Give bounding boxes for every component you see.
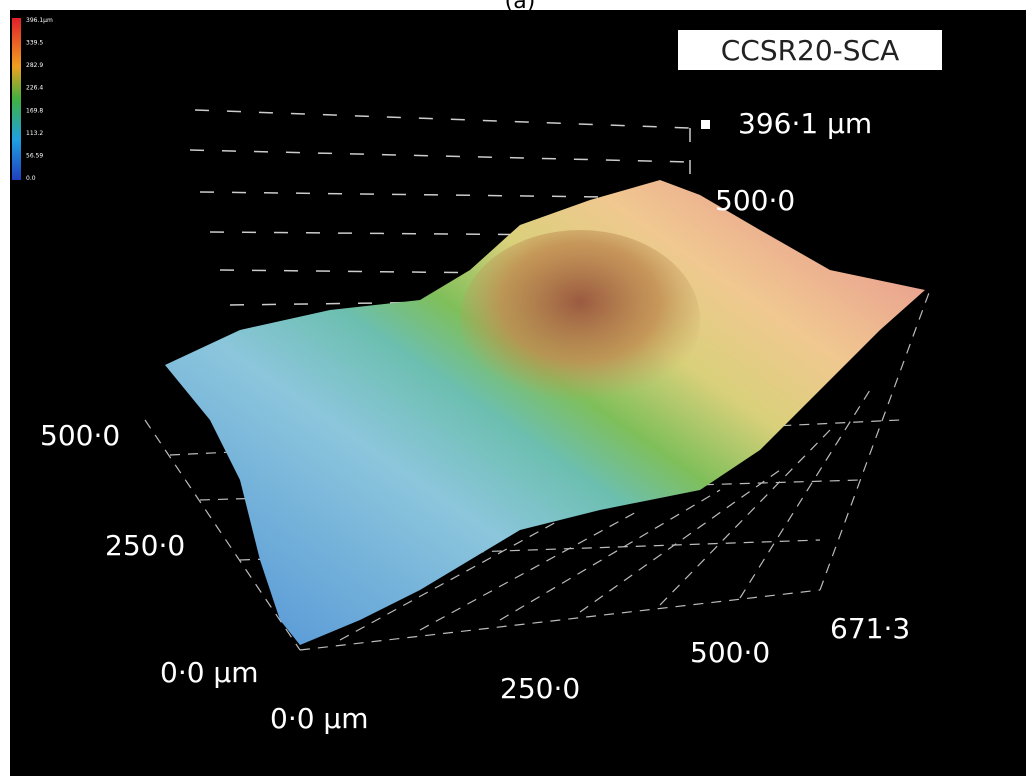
color-bar-label: 226.4	[26, 85, 43, 92]
max-marker	[701, 120, 710, 129]
y-tick-label: 0·0 µm	[160, 656, 259, 689]
surface-peak	[460, 230, 700, 410]
z-tick-label: 500·0	[715, 184, 795, 217]
x-tick-label: 250·0	[500, 672, 580, 705]
y-tick-label: 500·0	[40, 419, 120, 452]
color-bar	[12, 18, 21, 180]
x-tick-label: 0·0 µm	[270, 702, 369, 735]
x-tick-label: 500·0	[690, 636, 770, 669]
x-end-label: 671·3	[830, 612, 910, 645]
color-bar-label: 56.59	[26, 152, 43, 159]
sample-label: CCSR20-SCA	[721, 34, 900, 67]
color-bar-label: 0.0	[26, 175, 36, 182]
color-bar-label: 282.9	[26, 62, 43, 69]
label-box	[678, 30, 942, 70]
z-max-label: 396·1 µm	[738, 107, 872, 140]
y-tick-label: 250·0	[105, 529, 185, 562]
color-bar-labels: 396.1µm 339.5 282.9 226.4 169.8 113.2 56.59 0.0	[26, 17, 53, 182]
color-bar-label: 113.2	[26, 130, 43, 137]
surface	[165, 180, 925, 645]
color-bar-label: 339.5	[26, 40, 43, 47]
color-bar-label: 169.8	[26, 107, 43, 114]
color-bar-label: 396.1µm	[26, 17, 53, 24]
